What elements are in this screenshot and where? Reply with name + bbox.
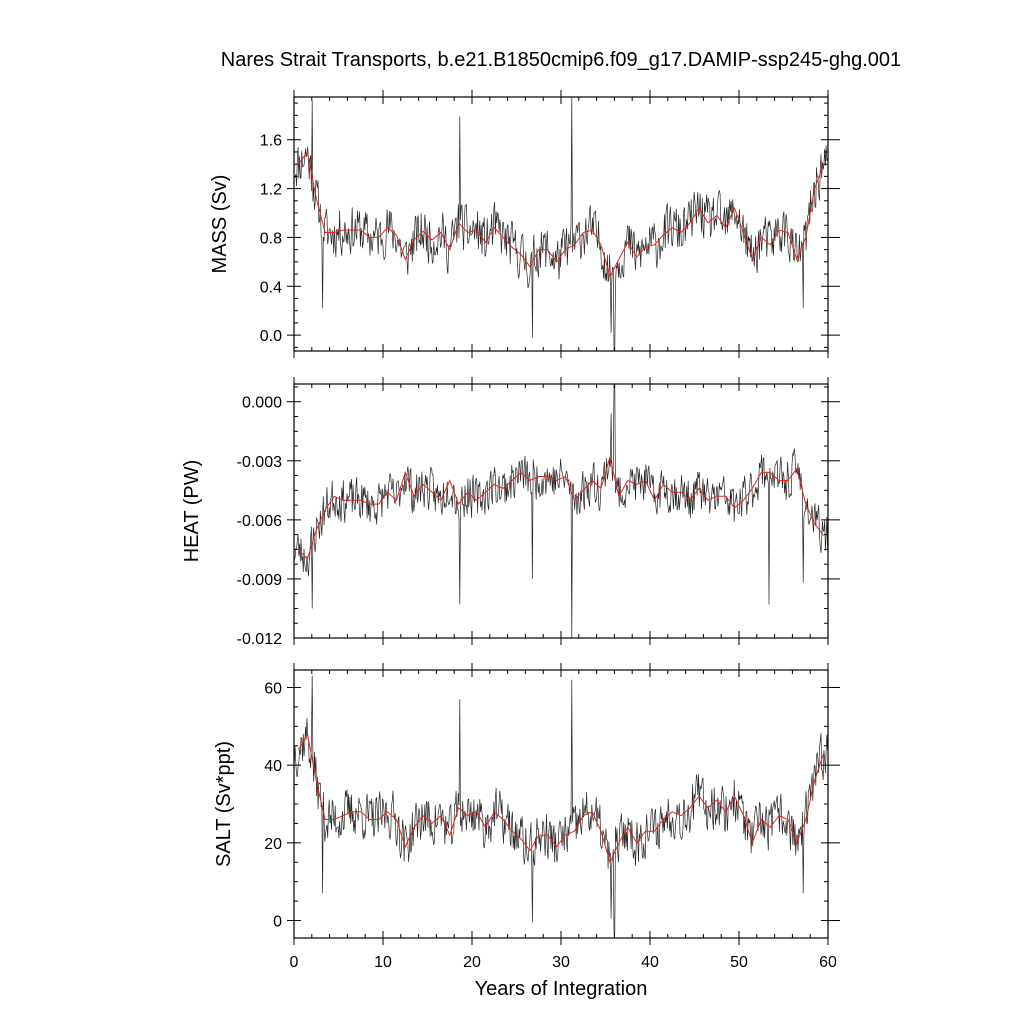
x-tick-label: 30	[552, 954, 570, 971]
heat-y-tick-label: -0.009	[237, 572, 282, 589]
salt-y-axis-label: SALT (Sv*ppt)	[213, 741, 235, 867]
x-tick-label: 40	[641, 954, 659, 971]
salt-monthly-series	[294, 675, 828, 935]
salt-panel: 0 20 40 60 SALT (Sv*ppt) 0 10 20 30 40 50 60	[213, 663, 840, 971]
heat-panel: -0.012 -0.009 -0.006 -0.003 0.000 HEAT (PW)	[181, 377, 840, 648]
heat-monthly-series	[294, 384, 828, 638]
x-tick-label: 20	[463, 954, 481, 971]
x-tick-label: 50	[730, 954, 748, 971]
heat-y-tick-label: -0.006	[237, 513, 282, 530]
salt-y-tick-label: 20	[264, 836, 282, 853]
heat-y-tick-label: 0.000	[242, 395, 282, 412]
salt-annual-mean-series	[297, 732, 825, 864]
chart-title: Nares Strait Transports, b.e21.B1850cmip…	[221, 49, 901, 71]
mass-monthly-series	[294, 97, 828, 351]
x-tick-label: 0	[290, 954, 299, 971]
salt-y-tick-label: 0	[273, 914, 282, 931]
x-axis-label: Years of Integration	[475, 978, 648, 1000]
mass-y-tick-label: 0.8	[260, 230, 282, 247]
mass-y-axis-label: MASS (Sv)	[209, 175, 231, 274]
mass-y-tick-label: 0.4	[260, 279, 282, 296]
heat-y-tick-label: -0.012	[237, 631, 282, 648]
mass-plot-frame	[293, 96, 829, 352]
salt-y-tick-label: 60	[264, 680, 282, 697]
salt-plot-frame	[293, 669, 829, 939]
salt-y-tick-label: 40	[264, 758, 282, 775]
heat-annual-mean-series	[298, 456, 824, 561]
mass-y-tick-label: 0.0	[260, 328, 282, 345]
x-tick-label: 60	[819, 954, 837, 971]
x-tick-label: 10	[374, 954, 392, 971]
mass-y-tick-label: 1.2	[260, 182, 282, 199]
heat-y-tick-label: -0.003	[237, 454, 282, 471]
mass-panel: 0.0 0.4 0.8 1.2 1.6 MASS (Sv)	[209, 90, 840, 358]
heat-y-axis-label: HEAT (PW)	[181, 460, 203, 563]
mass-annual-mean-series	[297, 150, 825, 278]
mass-y-tick-label: 1.6	[260, 133, 282, 150]
